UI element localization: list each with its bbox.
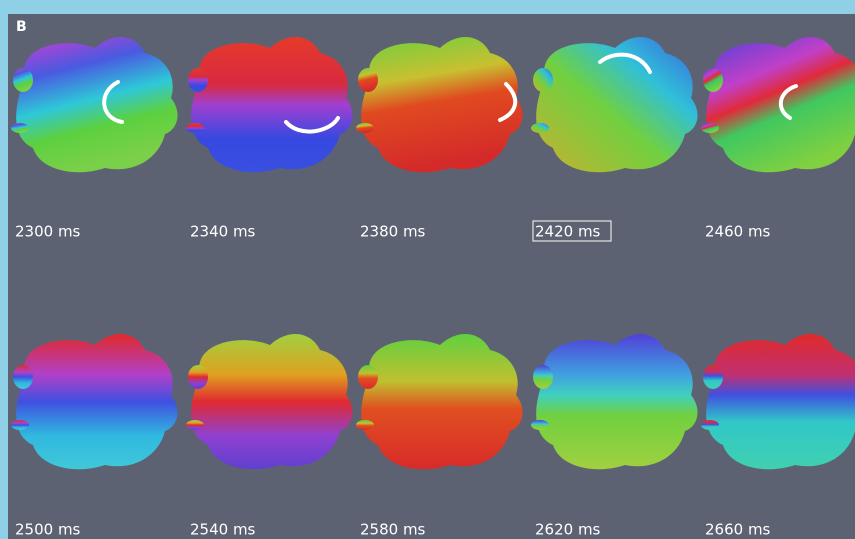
atrial-map	[16, 334, 178, 470]
atrial-map	[536, 37, 698, 173]
appendage	[358, 365, 378, 389]
atrial-map	[191, 37, 353, 173]
time-label: 2340 ms	[190, 223, 256, 241]
appendage	[188, 68, 208, 92]
arrow	[498, 82, 517, 122]
arrow	[284, 116, 340, 134]
appendage	[533, 365, 553, 389]
time-label: 2540 ms	[190, 521, 256, 539]
atrial-map	[191, 334, 353, 470]
vein	[186, 123, 204, 133]
time-label: 2620 ms	[535, 521, 601, 539]
vein	[356, 123, 374, 133]
atrial-map	[706, 334, 855, 470]
panel-label: B	[16, 19, 27, 35]
vein	[701, 123, 719, 133]
appendage	[703, 68, 723, 92]
atrial-map	[536, 334, 698, 470]
arrow	[598, 52, 652, 74]
rotation-arrows	[102, 52, 798, 134]
arrow	[779, 84, 798, 120]
appendage	[13, 68, 33, 92]
vein	[701, 420, 719, 430]
arrow	[102, 80, 124, 124]
time-labels: 2300 ms 2340 ms 2380 ms 2420 ms 2460 ms 2500 …	[15, 223, 771, 539]
vein	[531, 420, 549, 430]
appendage	[188, 365, 208, 389]
time-label: 2460 ms	[705, 223, 771, 241]
time-label: 2380 ms	[360, 223, 426, 241]
vein	[11, 420, 29, 430]
time-label: 2420 ms	[535, 223, 601, 241]
appendage	[703, 365, 723, 389]
appendage	[358, 68, 378, 92]
time-label: 2660 ms	[705, 521, 771, 539]
atrial-map	[361, 37, 523, 173]
appendage	[533, 68, 553, 92]
vein	[11, 123, 29, 133]
vein	[186, 420, 204, 430]
appendage	[13, 365, 33, 389]
time-label: 2500 ms	[15, 521, 81, 539]
atrial-map	[16, 37, 178, 173]
vein	[356, 420, 374, 430]
selection-box	[532, 220, 612, 242]
time-label: 2580 ms	[360, 521, 426, 539]
atrial-map	[361, 334, 523, 470]
vein	[531, 123, 549, 133]
time-label: 2300 ms	[15, 223, 81, 241]
